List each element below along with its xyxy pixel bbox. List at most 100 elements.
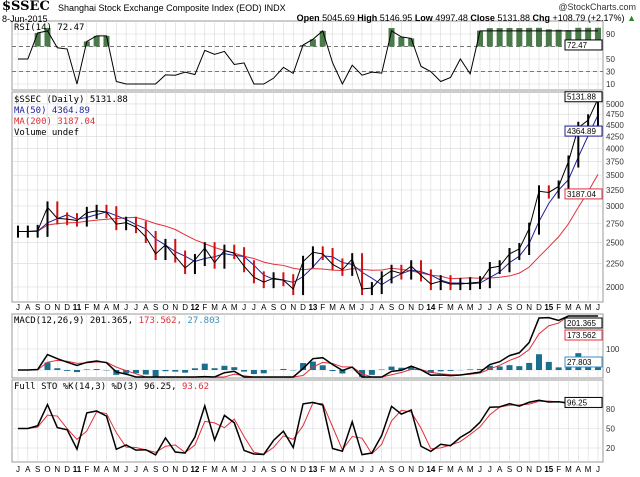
x-tick-label: D xyxy=(64,465,70,474)
x-tick-label: F xyxy=(202,303,207,312)
macd-histogram-bar xyxy=(309,361,316,370)
x-tick-label: J xyxy=(124,303,128,312)
x-tick-label: 14 xyxy=(426,465,435,474)
macd-histogram-bar xyxy=(201,363,208,370)
rsi-overbought-fill xyxy=(565,30,572,47)
x-tick-label: 11 xyxy=(73,303,82,312)
open-label: Open xyxy=(296,13,320,23)
x-tick-label: 14 xyxy=(426,303,435,312)
macd-last-label-box xyxy=(564,317,603,329)
symbol: $SSEC xyxy=(2,0,50,14)
macd-y-tick-label: 100 xyxy=(606,345,620,354)
x-tick-label: A xyxy=(25,303,31,312)
ma50-line xyxy=(18,114,599,286)
x-tick-label: O xyxy=(280,465,286,474)
rsi-overbought-fill xyxy=(83,41,90,47)
macd-signal-line xyxy=(18,315,598,378)
brand-watermark: @StockCharts.com xyxy=(558,2,636,12)
x-tick-label: F xyxy=(438,303,443,312)
x-tick-label: S xyxy=(35,465,40,474)
x-tick-label: J xyxy=(124,465,128,474)
rsi-overbought-fill xyxy=(594,27,601,47)
price-y-tick-label: 3500 xyxy=(606,171,624,180)
x-tick-label: S xyxy=(153,303,158,312)
price-last-label: 5131.88 xyxy=(567,93,596,102)
rsi-overbought-fill xyxy=(398,36,405,47)
x-tick-label: M xyxy=(113,465,120,474)
rsi-y-tick-label: 30 xyxy=(606,68,615,77)
price-y-tick-label: 4250 xyxy=(606,132,624,141)
x-tick-label: D xyxy=(300,303,306,312)
x-tick-label: N xyxy=(408,303,414,312)
x-tick-label: M xyxy=(113,303,120,312)
macd-histogram-bar xyxy=(132,370,139,374)
sto-k-line xyxy=(18,399,598,456)
macd-histogram-bar xyxy=(93,369,100,370)
x-tick-label: M xyxy=(565,303,572,312)
rsi-overbought-fill xyxy=(34,32,41,47)
x-tick-label: F xyxy=(556,465,561,474)
rsi-overbought-fill xyxy=(516,28,523,47)
x-tick-label: A xyxy=(497,465,503,474)
x-tick-label: A xyxy=(576,465,582,474)
macd-hist-last-label: 27.803 xyxy=(567,358,592,367)
price-y-tick-label: 4500 xyxy=(606,121,624,130)
x-tick-label: O xyxy=(280,303,286,312)
x-tick-label: S xyxy=(35,303,40,312)
macd-histogram-bar xyxy=(408,366,415,370)
x-tick-label: A xyxy=(340,465,346,474)
rsi-overbought-fill xyxy=(585,27,592,47)
x-tick-label: O xyxy=(162,465,168,474)
macd-histogram-bar xyxy=(526,362,533,370)
x-tick-label: N xyxy=(408,465,414,474)
x-tick-label: A xyxy=(222,303,228,312)
x-tick-label: D xyxy=(536,303,542,312)
macd-line xyxy=(18,315,598,378)
close-value: 5131.88 xyxy=(497,13,530,23)
macd-histogram-bar xyxy=(555,367,562,370)
macd-histogram-bar xyxy=(427,370,434,373)
x-tick-label: M xyxy=(467,465,474,474)
x-tick-label: J xyxy=(16,465,20,474)
price-last-label-box xyxy=(564,91,603,103)
x-tick-label: J xyxy=(488,465,492,474)
x-tick-label: 15 xyxy=(544,303,553,312)
x-tick-label: N xyxy=(172,465,178,474)
panel-frame xyxy=(11,379,604,463)
x-tick-label: S xyxy=(389,303,394,312)
macd-histogram-bar xyxy=(172,370,179,372)
volume-legend: Volume undef xyxy=(14,128,80,138)
x-tick-label: D xyxy=(64,303,70,312)
x-tick-label: O xyxy=(516,303,522,312)
macd-histogram-bar xyxy=(319,365,326,370)
macd-histogram-bar xyxy=(221,365,228,370)
rsi-last-label-box xyxy=(564,39,603,51)
sto-k-last-label-box xyxy=(564,396,603,408)
price-y-tick-label: 2500 xyxy=(606,238,624,247)
x-tick-label: F xyxy=(202,465,207,474)
price-y-tick-label: 3250 xyxy=(606,186,624,195)
security-name: Shanghai Stock Exchange Composite Index … xyxy=(58,3,286,13)
x-tick-label: M xyxy=(349,303,356,312)
sto-d-value: 93.62 xyxy=(181,382,210,392)
quote-summary: Open 5045.69 High 5146.95 Low 4997.48 Cl… xyxy=(297,13,636,23)
macd-histogram-bar xyxy=(437,370,444,372)
x-tick-label: S xyxy=(507,303,512,312)
sto-y-tick-label: 80 xyxy=(606,405,615,414)
rsi-overbought-fill xyxy=(319,30,326,47)
rsi-overbought-fill xyxy=(555,29,562,47)
macd-histogram-bar xyxy=(231,367,238,370)
x-tick-label: A xyxy=(222,465,228,474)
macd-histogram-bar xyxy=(83,369,90,370)
x-tick-label: F xyxy=(84,465,89,474)
x-tick-label: M xyxy=(447,465,454,474)
x-tick-label: 15 xyxy=(544,465,553,474)
ma200-last-label-box xyxy=(564,188,603,200)
x-tick-label: J xyxy=(134,465,138,474)
x-tick-label: S xyxy=(271,303,276,312)
sto-y-tick-label: 50 xyxy=(606,425,615,434)
macd-histogram-bar xyxy=(211,368,218,370)
macd-histogram-bar xyxy=(486,365,493,370)
macd-histogram-bar xyxy=(545,361,552,370)
